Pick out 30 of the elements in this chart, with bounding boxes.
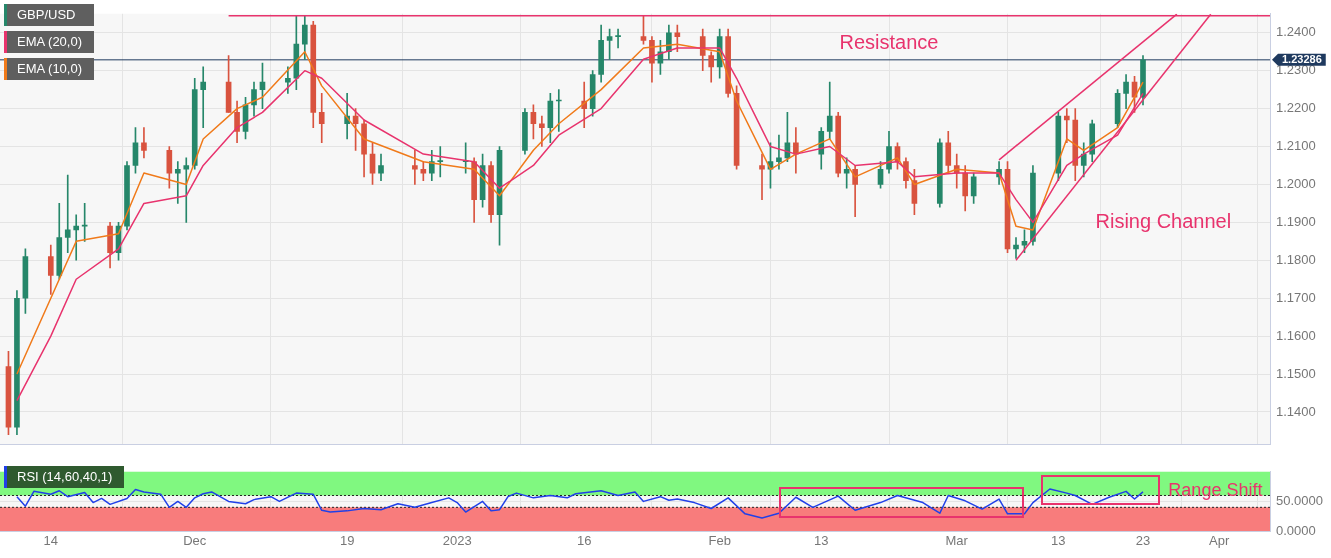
annotation: Rising Channel — [1095, 210, 1232, 233]
y-tick-label: 1.1900 — [1276, 213, 1316, 229]
annotation: Resistance — [839, 30, 939, 53]
x-tick-label: 19 — [339, 533, 355, 549]
legend-label: EMA (20,0) — [4, 31, 95, 53]
x-tick-label: Dec — [183, 533, 207, 549]
y-tick-label: 1.1500 — [1276, 365, 1316, 381]
legend-label: RSI (14,60,40,1) — [4, 466, 125, 488]
x-tick-label: 16 — [576, 533, 592, 549]
y-tick-label: 0.0000 — [1276, 522, 1316, 538]
y-tick-label: 1.2100 — [1276, 138, 1316, 154]
legend-label: EMA (10,0) — [4, 58, 95, 80]
y-tick-label: 1.2400 — [1276, 24, 1316, 40]
annotation: Range Shift — [1168, 479, 1263, 500]
x-tick-label: 13 — [814, 533, 829, 549]
y-tick-label: 1.1400 — [1276, 403, 1316, 419]
y-tick-label: 1.1800 — [1276, 251, 1316, 267]
x-tick-label: 23 — [1135, 533, 1151, 549]
x-tick-label: 2023 — [442, 533, 472, 549]
y-tick-label: 1.2000 — [1276, 176, 1316, 192]
legend-label: GBP/USD — [4, 4, 95, 26]
x-tick-label: Feb — [708, 533, 731, 549]
x-tick-label: 13 — [1051, 533, 1066, 549]
x-tick-label: Mar — [945, 533, 969, 549]
y-tick-label: 1.1600 — [1276, 327, 1316, 343]
x-tick-label: Apr — [1209, 533, 1230, 549]
y-tick-label: 50.0000 — [1276, 492, 1323, 508]
x-tick-label: 14 — [43, 533, 59, 549]
y-tick-label: 1.2200 — [1276, 100, 1316, 116]
y-tick-label: 1.1700 — [1276, 289, 1316, 305]
